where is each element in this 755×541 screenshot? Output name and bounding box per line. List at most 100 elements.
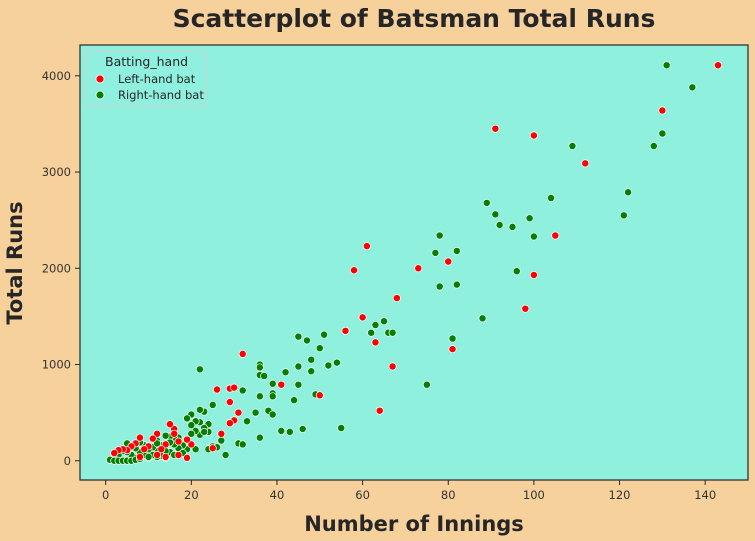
x-tick-label: 60 — [355, 488, 370, 502]
point-right-hand-bat — [238, 440, 247, 449]
point-right-hand-bat — [448, 334, 457, 343]
point-right-hand-bat — [195, 405, 204, 414]
point-left-hand-bat — [161, 452, 170, 461]
point-right-hand-bat — [260, 372, 269, 381]
point-left-hand-bat — [529, 131, 538, 140]
point-right-hand-bat — [255, 363, 264, 372]
point-right-hand-bat — [435, 282, 444, 291]
point-right-hand-bat — [624, 188, 633, 197]
point-right-hand-bat — [238, 386, 247, 395]
point-right-hand-bat — [200, 427, 209, 436]
y-tick-label: 3000 — [42, 165, 71, 179]
legend-box — [85, 50, 207, 107]
point-left-hand-bat — [444, 257, 453, 266]
point-left-hand-bat — [350, 266, 359, 275]
y-tick-label: 1000 — [42, 358, 71, 372]
x-tick-label: 40 — [270, 488, 285, 502]
point-right-hand-bat — [290, 396, 299, 405]
point-right-hand-bat — [529, 232, 538, 241]
y-axis-title: Total Runs — [3, 201, 27, 324]
point-left-hand-bat — [277, 380, 286, 389]
point-left-hand-bat — [375, 406, 384, 415]
point-left-hand-bat — [225, 398, 234, 406]
point-left-hand-bat — [362, 242, 371, 251]
point-left-hand-bat — [208, 444, 217, 453]
point-right-hand-bat — [495, 221, 504, 229]
point-right-hand-bat — [187, 421, 196, 430]
legend-label-right-hand-bat: Right-hand bat — [118, 88, 204, 102]
point-left-hand-bat — [213, 385, 221, 394]
legend-marker-right-hand-bat — [95, 90, 105, 100]
point-right-hand-bat — [431, 248, 440, 257]
point-left-hand-bat — [148, 434, 157, 443]
point-right-hand-bat — [547, 194, 555, 202]
point-left-hand-bat — [135, 452, 144, 461]
point-right-hand-bat — [294, 332, 303, 341]
point-left-hand-bat — [174, 437, 183, 446]
point-right-hand-bat — [380, 317, 388, 326]
point-right-hand-bat — [294, 380, 303, 389]
legend-title: Batting_hand — [105, 54, 188, 69]
x-axis-title: Number of Innings — [304, 512, 524, 536]
point-right-hand-bat — [302, 336, 311, 345]
x-axis: 0 20 40 60 80 100 120 140 — [102, 480, 716, 502]
x-tick-label: 100 — [523, 488, 545, 502]
point-right-hand-bat — [255, 392, 264, 401]
point-left-hand-bat — [714, 61, 722, 70]
point-right-hand-bat — [512, 267, 521, 276]
point-right-hand-bat — [285, 427, 294, 436]
point-left-hand-bat — [521, 304, 530, 313]
point-right-hand-bat — [452, 280, 461, 289]
x-tick-label: 120 — [609, 488, 631, 502]
point-left-hand-bat — [170, 429, 179, 438]
point-left-hand-bat — [217, 429, 226, 438]
x-tick-label: 80 — [441, 488, 456, 502]
y-tick-label: 2000 — [42, 261, 71, 275]
legend-marker-left-hand-bat — [95, 74, 105, 84]
point-right-hand-bat — [251, 408, 260, 417]
data-points — [106, 61, 722, 465]
point-right-hand-bat — [332, 358, 341, 367]
point-right-hand-bat — [255, 433, 264, 442]
point-right-hand-bat — [619, 211, 628, 220]
point-left-hand-bat — [371, 338, 380, 347]
point-left-hand-bat — [183, 453, 192, 462]
point-right-hand-bat — [315, 344, 324, 353]
point-right-hand-bat — [243, 417, 251, 426]
point-right-hand-bat — [268, 392, 277, 401]
point-left-hand-bat — [491, 124, 500, 133]
point-left-hand-bat — [448, 345, 457, 354]
point-left-hand-bat — [140, 445, 149, 454]
point-right-hand-bat — [144, 452, 153, 461]
point-left-hand-bat — [238, 349, 247, 358]
point-left-hand-bat — [183, 435, 192, 444]
point-left-hand-bat — [230, 383, 239, 392]
point-left-hand-bat — [157, 445, 166, 454]
y-tick-label: 4000 — [42, 69, 71, 83]
point-left-hand-bat — [225, 419, 234, 428]
point-right-hand-bat — [277, 426, 286, 435]
point-right-hand-bat — [221, 451, 230, 459]
point-right-hand-bat — [320, 330, 329, 339]
point-right-hand-bat — [388, 328, 397, 337]
point-left-hand-bat — [358, 313, 367, 322]
x-tick-label: 140 — [694, 488, 716, 502]
point-right-hand-bat — [649, 142, 658, 151]
point-left-hand-bat — [315, 391, 324, 400]
point-right-hand-bat — [435, 231, 444, 240]
point-left-hand-bat — [658, 106, 667, 115]
point-right-hand-bat — [298, 425, 307, 433]
legend: Batting_hand Left-hand bat Right-hand ba… — [85, 50, 207, 107]
x-tick-label: 20 — [184, 488, 199, 502]
point-right-hand-bat — [268, 410, 277, 419]
point-right-hand-bat — [161, 431, 170, 440]
point-left-hand-bat — [234, 408, 243, 417]
point-right-hand-bat — [294, 362, 303, 371]
y-axis: 0 1000 2000 3000 4000 — [42, 69, 80, 468]
point-right-hand-bat — [217, 436, 226, 445]
point-left-hand-bat — [135, 433, 144, 442]
point-right-hand-bat — [367, 328, 376, 337]
chart-title: Scatterplot of Batsman Total Runs — [173, 4, 656, 33]
point-right-hand-bat — [281, 368, 290, 377]
